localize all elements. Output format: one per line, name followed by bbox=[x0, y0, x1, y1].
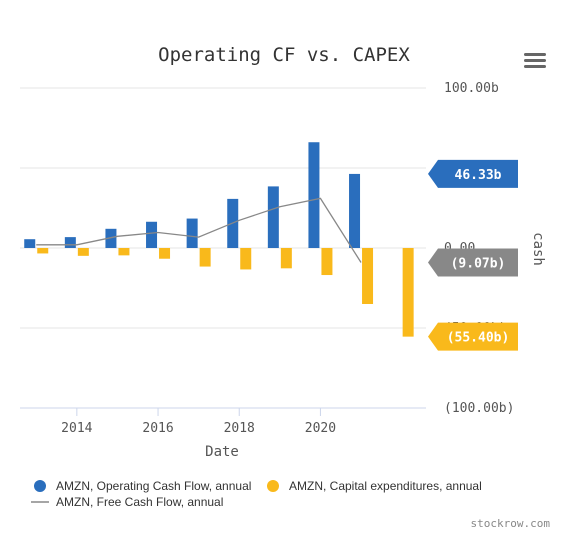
callout-label: (9.07b) bbox=[451, 257, 506, 272]
credit[interactable]: stockrow.com bbox=[471, 517, 551, 530]
menu-icon-bar bbox=[524, 65, 546, 68]
legend-item-free-cash-flow[interactable]: AMZN, Free Cash Flow, annual bbox=[31, 495, 223, 509]
y-tick-label: (100.00b) bbox=[444, 401, 514, 416]
legend-label: AMZN, Capital expenditures, annual bbox=[289, 479, 482, 493]
bar-capex[interactable] bbox=[280, 248, 292, 269]
value-callouts: 46.33b (9.07b) (55.40b) bbox=[428, 159, 518, 351]
bar-operating-cash-flow[interactable] bbox=[186, 218, 198, 248]
y-tick-label: 100.00b bbox=[444, 81, 499, 96]
callout-label: 46.33b bbox=[455, 168, 502, 183]
bar-operating-cash-flow[interactable] bbox=[24, 239, 36, 248]
x-axis: 2014 2016 2018 2020 bbox=[61, 408, 336, 436]
bar-capex[interactable] bbox=[199, 248, 211, 267]
bar-operating-cash-flow[interactable] bbox=[308, 142, 320, 248]
callout-box bbox=[428, 159, 518, 188]
callout-box bbox=[428, 248, 518, 277]
chart-title: Operating CF vs. CAPEX bbox=[158, 44, 410, 66]
y-axis-label: cash bbox=[530, 232, 546, 266]
bars bbox=[24, 142, 414, 337]
menu-icon-bar bbox=[524, 59, 546, 62]
legend-marker bbox=[34, 480, 46, 492]
free-cash-flow-line bbox=[36, 197, 362, 263]
menu-icon[interactable] bbox=[524, 53, 546, 68]
x-tick-label: 2020 bbox=[305, 421, 336, 436]
legend: AMZN, Operating Cash Flow, annual AMZN, … bbox=[31, 479, 482, 509]
legend-item-operating-cash-flow[interactable]: AMZN, Operating Cash Flow, annual bbox=[34, 479, 251, 493]
callout-box bbox=[428, 322, 518, 351]
legend-label: AMZN, Operating Cash Flow, annual bbox=[56, 479, 251, 493]
callout-free-cash-flow: (9.07b) bbox=[428, 248, 518, 277]
bar-capex[interactable] bbox=[118, 248, 130, 256]
free-cash-flow-path[interactable] bbox=[36, 197, 362, 263]
bar-operating-cash-flow[interactable] bbox=[146, 221, 158, 248]
legend-label: AMZN, Free Cash Flow, annual bbox=[56, 495, 223, 509]
menu-icon-bar bbox=[524, 53, 546, 56]
bar-operating-cash-flow[interactable] bbox=[105, 228, 117, 248]
bar-capex[interactable] bbox=[77, 248, 89, 256]
callout-operating-cash-flow: 46.33b bbox=[428, 159, 518, 188]
bar-capex[interactable] bbox=[159, 248, 171, 259]
x-tick-label: 2018 bbox=[224, 421, 255, 436]
bar-capex[interactable] bbox=[240, 248, 252, 270]
bar-capex[interactable] bbox=[362, 248, 374, 304]
callout-capex: (55.40b) bbox=[428, 322, 518, 351]
bar-operating-cash-flow[interactable] bbox=[64, 237, 76, 248]
callout-label: (55.40b) bbox=[447, 331, 510, 346]
bar-capex[interactable] bbox=[37, 248, 49, 254]
bar-operating-cash-flow[interactable] bbox=[349, 173, 361, 248]
bar-capex[interactable] bbox=[321, 248, 333, 276]
bar-capex[interactable] bbox=[402, 248, 414, 337]
x-axis-label: Date bbox=[205, 444, 239, 460]
legend-marker bbox=[267, 480, 279, 492]
legend-item-capex[interactable]: AMZN, Capital expenditures, annual bbox=[267, 479, 482, 493]
x-tick-label: 2016 bbox=[142, 421, 173, 436]
x-tick-label: 2014 bbox=[61, 421, 92, 436]
bar-operating-cash-flow[interactable] bbox=[267, 186, 279, 248]
